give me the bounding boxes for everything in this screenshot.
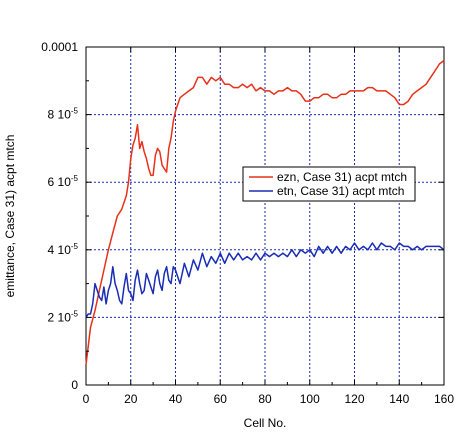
tick-labels: 0 20 40 60 80 100 120 140 160 0 2 10-5 4 10-5 6 10-5… xyxy=(41,40,454,406)
legend-box xyxy=(242,166,416,202)
y-tick-label: 6 10-5 xyxy=(48,174,79,189)
series-line-etn xyxy=(85,242,445,318)
series-line-ezn xyxy=(85,59,445,365)
x-tick-label: 0 xyxy=(83,392,90,406)
x-tick-label: 20 xyxy=(124,392,138,406)
x-tick-label: 160 xyxy=(434,392,454,406)
x-tick-label: 140 xyxy=(389,392,409,406)
y-axis-label: emittance, Case 31) acpt mtch xyxy=(3,135,17,298)
legend-entry-ezn: ezn, Case 31) acpt mtch xyxy=(277,170,407,184)
x-tick-label: 80 xyxy=(258,392,272,406)
x-tick-label: 40 xyxy=(169,392,183,406)
x-tick-label: 100 xyxy=(300,392,320,406)
y-tick-label: 4 10-5 xyxy=(48,242,79,257)
legend-entry-etn: etn, Case 31) acpt mtch xyxy=(277,184,404,198)
y-tick-label: 0.0001 xyxy=(41,40,78,54)
series-lines xyxy=(85,59,445,365)
y-tick-label: 2 10-5 xyxy=(48,309,79,324)
x-tick-label: 120 xyxy=(344,392,364,406)
legend: ezn, Case 31) acpt mtch etn, Case 31) ac… xyxy=(242,166,416,202)
y-tick-label: 0 xyxy=(71,378,78,392)
x-axis-label: Cell No. xyxy=(244,416,287,430)
grid-lines xyxy=(86,47,444,385)
x-tick-label: 60 xyxy=(214,392,228,406)
y-tick-label: 8 10-5 xyxy=(48,107,79,122)
